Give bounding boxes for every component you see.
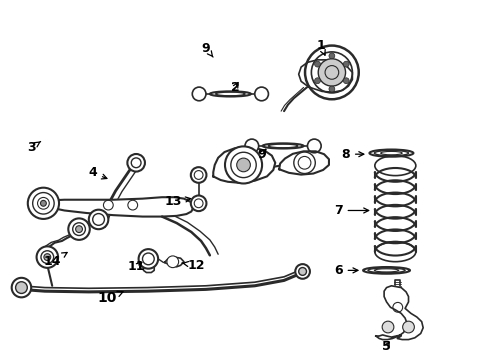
Circle shape — [329, 86, 335, 92]
Circle shape — [343, 78, 349, 84]
Polygon shape — [299, 60, 352, 92]
Ellipse shape — [263, 143, 304, 149]
Text: 13: 13 — [164, 195, 191, 208]
Circle shape — [255, 87, 269, 101]
Circle shape — [329, 53, 335, 59]
Polygon shape — [376, 286, 423, 339]
Circle shape — [191, 195, 206, 211]
Circle shape — [75, 226, 82, 233]
Text: 3: 3 — [27, 141, 41, 154]
Circle shape — [308, 139, 321, 153]
Circle shape — [12, 278, 31, 297]
Text: 11: 11 — [128, 260, 146, 273]
Circle shape — [191, 167, 206, 183]
Circle shape — [192, 87, 206, 101]
Text: 4: 4 — [88, 166, 107, 179]
Circle shape — [245, 139, 259, 153]
Text: 9: 9 — [258, 148, 267, 161]
Text: 1: 1 — [316, 39, 325, 55]
Polygon shape — [213, 147, 275, 183]
Polygon shape — [48, 197, 194, 217]
Circle shape — [299, 267, 307, 275]
Ellipse shape — [369, 149, 414, 157]
Circle shape — [41, 201, 47, 206]
Circle shape — [318, 59, 345, 86]
Text: 12: 12 — [182, 259, 205, 272]
Circle shape — [37, 246, 58, 268]
Circle shape — [382, 321, 394, 333]
Text: 14: 14 — [44, 252, 67, 268]
Circle shape — [28, 188, 59, 219]
Circle shape — [127, 154, 145, 172]
Ellipse shape — [210, 91, 251, 96]
Circle shape — [403, 321, 415, 333]
Text: 5: 5 — [382, 340, 391, 353]
Circle shape — [343, 61, 349, 67]
Ellipse shape — [363, 267, 410, 274]
Circle shape — [16, 282, 27, 293]
Circle shape — [44, 254, 51, 261]
Text: 10: 10 — [98, 291, 123, 305]
Circle shape — [139, 249, 158, 269]
Circle shape — [315, 78, 320, 84]
Circle shape — [68, 219, 90, 240]
Circle shape — [295, 264, 310, 279]
Text: 8: 8 — [342, 148, 364, 161]
Polygon shape — [279, 151, 329, 175]
Circle shape — [315, 61, 320, 67]
Circle shape — [294, 152, 315, 174]
Text: 2: 2 — [231, 81, 240, 94]
Circle shape — [305, 46, 359, 99]
Text: 9: 9 — [202, 41, 213, 57]
Circle shape — [167, 256, 179, 267]
Text: 6: 6 — [334, 264, 358, 277]
Circle shape — [225, 147, 262, 184]
Text: 7: 7 — [334, 204, 368, 217]
Circle shape — [89, 210, 108, 229]
Circle shape — [237, 158, 250, 172]
